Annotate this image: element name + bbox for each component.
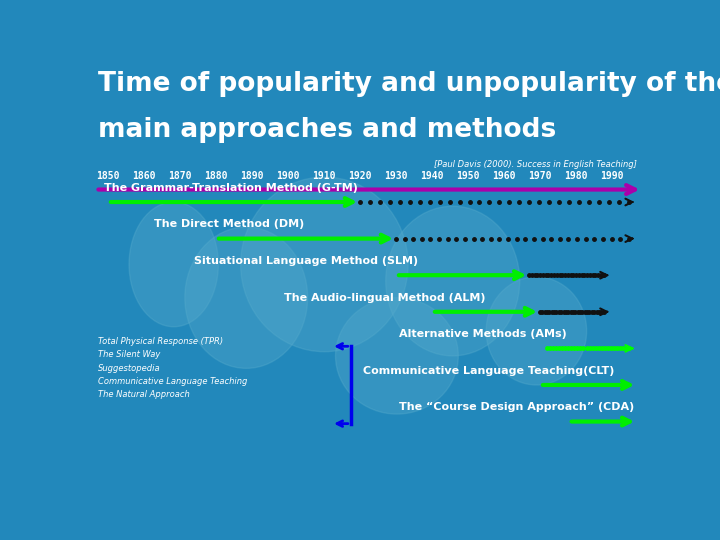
Text: 1930: 1930 bbox=[384, 171, 408, 181]
Text: The “Course Design Approach” (CDA): The “Course Design Approach” (CDA) bbox=[399, 402, 634, 413]
Text: main approaches and methods: main approaches and methods bbox=[99, 117, 557, 143]
Text: 1900: 1900 bbox=[276, 171, 300, 181]
Text: Alternative Methods (AMs): Alternative Methods (AMs) bbox=[399, 329, 567, 339]
Ellipse shape bbox=[486, 277, 587, 385]
Text: Communicative Language Teaching: Communicative Language Teaching bbox=[99, 377, 248, 386]
Text: 1940: 1940 bbox=[420, 171, 444, 181]
Text: 1950: 1950 bbox=[456, 171, 480, 181]
Text: The Natural Approach: The Natural Approach bbox=[99, 390, 190, 400]
Text: 1860: 1860 bbox=[132, 171, 156, 181]
Text: Situational Language Method (SLM): Situational Language Method (SLM) bbox=[194, 256, 418, 266]
Text: 1850: 1850 bbox=[96, 171, 120, 181]
Text: Communicative Language Teaching(CLT): Communicative Language Teaching(CLT) bbox=[363, 366, 614, 376]
Text: 1910: 1910 bbox=[312, 171, 336, 181]
Text: 1980: 1980 bbox=[564, 171, 588, 181]
Text: Suggestopedia: Suggestopedia bbox=[99, 364, 161, 373]
Text: The Grammar-Translation Method (G-TM): The Grammar-Translation Method (G-TM) bbox=[104, 183, 357, 193]
Ellipse shape bbox=[240, 177, 408, 352]
Text: Time of popularity and unpopularity of the: Time of popularity and unpopularity of t… bbox=[99, 71, 720, 97]
Text: 1920: 1920 bbox=[348, 171, 372, 181]
Ellipse shape bbox=[129, 202, 218, 327]
Text: 1890: 1890 bbox=[240, 171, 264, 181]
Text: 1990: 1990 bbox=[600, 171, 624, 181]
Text: [Paul Davis (2000). Success in English Teaching]: [Paul Davis (2000). Success in English T… bbox=[434, 160, 637, 170]
Text: The Direct Method (DM): The Direct Method (DM) bbox=[154, 219, 305, 230]
Text: 1870: 1870 bbox=[168, 171, 192, 181]
Ellipse shape bbox=[386, 206, 520, 356]
Ellipse shape bbox=[185, 227, 307, 368]
Text: 1960: 1960 bbox=[492, 171, 516, 181]
Text: 1880: 1880 bbox=[204, 171, 228, 181]
Text: Total Physical Response (TPR): Total Physical Response (TPR) bbox=[99, 337, 223, 346]
Text: 1970: 1970 bbox=[528, 171, 552, 181]
Text: The Audio-lingual Method (ALM): The Audio-lingual Method (ALM) bbox=[284, 293, 485, 302]
Ellipse shape bbox=[336, 298, 459, 414]
Text: The Silent Way: The Silent Way bbox=[99, 350, 161, 360]
